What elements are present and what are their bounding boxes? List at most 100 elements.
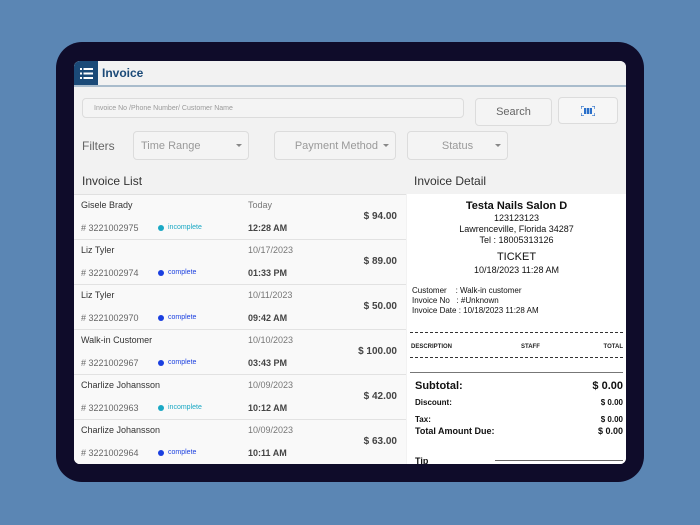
invoice-number: # 3221002964 (81, 448, 139, 458)
tip-line (495, 460, 623, 461)
divider (410, 372, 623, 373)
status-text: complete (168, 449, 197, 456)
invoice-number: # 3221002974 (81, 268, 139, 278)
status-dot-icon (158, 224, 164, 231)
time-range-dropdown[interactable]: Time Range (133, 131, 249, 160)
status-label: Status (441, 139, 474, 152)
search-input[interactable]: Invoice No /Phone Number/ Customer Name (82, 98, 464, 118)
status-badge: incomplete (158, 224, 202, 231)
status-dot-icon (158, 314, 164, 321)
list-icon (79, 67, 93, 79)
customer-name: Charlize Johansson (81, 425, 161, 435)
status-dot-icon (158, 449, 164, 456)
status-badge: complete (158, 314, 196, 321)
app-screen: Invoice Invoice No /Phone Number/ Custom… (74, 61, 626, 464)
payment-method-dropdown[interactable]: Payment Method (274, 131, 396, 160)
title-bar: Invoice (74, 61, 626, 87)
menu-button[interactable] (74, 61, 98, 85)
status-dot-icon (158, 404, 164, 411)
invoice-date: 10/09/2023 (248, 380, 294, 390)
subtotal-value: $ 0.00 (592, 380, 623, 392)
invoice-row[interactable]: Charlize Johansson # 3221002964 complete… (74, 420, 406, 464)
invoice-time: 03:43 PM (248, 358, 288, 368)
col-description: DESCRIPTION (411, 344, 453, 350)
discount-label: Discount: (415, 398, 452, 407)
invoice-list[interactable]: Gisele Brady # 3221002975 incomplete Tod… (74, 194, 406, 464)
invoice-row[interactable]: Liz Tyler # 3221002974 complete 10/17/20… (74, 240, 406, 285)
invoice-amount: $ 94.00 (363, 211, 397, 222)
customer-name: Gisele Brady (81, 200, 133, 210)
status-text: complete (168, 314, 197, 321)
invoice-number: # 3221002967 (81, 358, 139, 368)
invoice-date: 10/17/2023 (248, 245, 294, 255)
customer-line: Customer : Walk-in customer (412, 286, 522, 295)
invoice-time: 01:33 PM (248, 268, 288, 278)
status-badge: complete (158, 359, 196, 366)
status-badge: incomplete (158, 404, 202, 411)
scan-button[interactable] (558, 97, 618, 124)
total-due-label: Total Amount Due: (415, 426, 495, 436)
store-tel: Tel : 18005313126 (479, 235, 554, 245)
status-text: incomplete (168, 224, 202, 231)
status-text: complete (168, 359, 197, 366)
invoice-number: # 3221002970 (81, 313, 139, 323)
filters-label: Filters (82, 139, 115, 153)
payment-method-label: Payment Method (294, 139, 378, 152)
status-dot-icon (158, 269, 164, 276)
invoice-date: 10/10/2023 (248, 335, 294, 345)
invoice-time: 12:28 AM (248, 223, 288, 233)
chevron-down-icon (383, 144, 389, 147)
status-dot-icon (158, 359, 164, 366)
invoice-number: # 3221002975 (81, 223, 139, 233)
invoice-row[interactable]: Liz Tyler # 3221002970 complete 10/11/20… (74, 285, 406, 330)
invoice-detail-title: Invoice Detail (414, 174, 487, 188)
store-id: 123123123 (493, 213, 540, 223)
tip-label: Tip (415, 456, 429, 464)
invoice-time: 10:12 AM (248, 403, 288, 413)
ticket-label: TICKET (496, 251, 537, 263)
divider (410, 332, 623, 333)
total-due-value: $ 0.00 (597, 426, 623, 436)
col-total: TOTAL (603, 344, 623, 350)
invoice-amount: $ 42.00 (363, 391, 397, 402)
invoice-date-line: Invoice Date : 10/18/2023 11:28 AM (412, 306, 539, 315)
tax-value: $ 0.00 (600, 415, 623, 424)
divider (410, 357, 623, 358)
invoice-amount: $ 89.00 (363, 256, 397, 267)
invoice-amount: $ 50.00 (363, 301, 397, 312)
invoice-time: 09:42 AM (248, 313, 288, 323)
invoice-amount: $ 100.00 (358, 346, 397, 357)
page-title: Invoice (102, 66, 144, 80)
invoice-time: 10:11 AM (248, 448, 287, 458)
invoice-date: 10/09/2023 (248, 425, 294, 435)
discount-value: $ 0.00 (600, 398, 623, 407)
subtotal-label: Subtotal: (415, 380, 463, 392)
invoice-row[interactable]: Walk-in Customer # 3221002967 complete 1… (74, 330, 406, 375)
invoice-amount: $ 63.00 (363, 436, 397, 447)
invoice-no-line: Invoice No : #Unknown (412, 296, 499, 305)
status-text: incomplete (168, 404, 202, 411)
invoice-date: Today (248, 200, 273, 210)
chevron-down-icon (236, 144, 242, 147)
chevron-down-icon (495, 144, 501, 147)
invoice-row[interactable]: Gisele Brady # 3221002975 incomplete Tod… (74, 195, 406, 240)
invoice-number: # 3221002963 (81, 403, 139, 413)
store-name: Testa Nails Salon D (465, 200, 568, 212)
ticket-datetime: 10/18/2023 11:28 AM (474, 265, 559, 275)
status-text: complete (168, 269, 197, 276)
store-address: Lawrenceville, Florida 34287 (459, 224, 574, 234)
time-range-label: Time Range (141, 139, 201, 152)
customer-name: Liz Tyler (81, 245, 115, 255)
customer-name: Liz Tyler (81, 290, 115, 300)
invoice-date: 10/11/2023 (248, 290, 293, 300)
tax-label: Tax: (415, 415, 431, 424)
status-dropdown[interactable]: Status (407, 131, 508, 160)
barcode-scan-icon (581, 105, 595, 116)
status-badge: complete (158, 269, 196, 276)
invoice-list-title: Invoice List (82, 174, 143, 188)
invoice-row[interactable]: Charlize Johansson # 3221002963 incomple… (74, 375, 406, 420)
col-staff: STAFF (521, 344, 540, 350)
search-button[interactable]: Search (475, 98, 552, 126)
status-badge: complete (158, 449, 196, 456)
invoice-detail-receipt[interactable]: Testa Nails Salon D 123123123 Lawrencevi… (407, 194, 626, 464)
